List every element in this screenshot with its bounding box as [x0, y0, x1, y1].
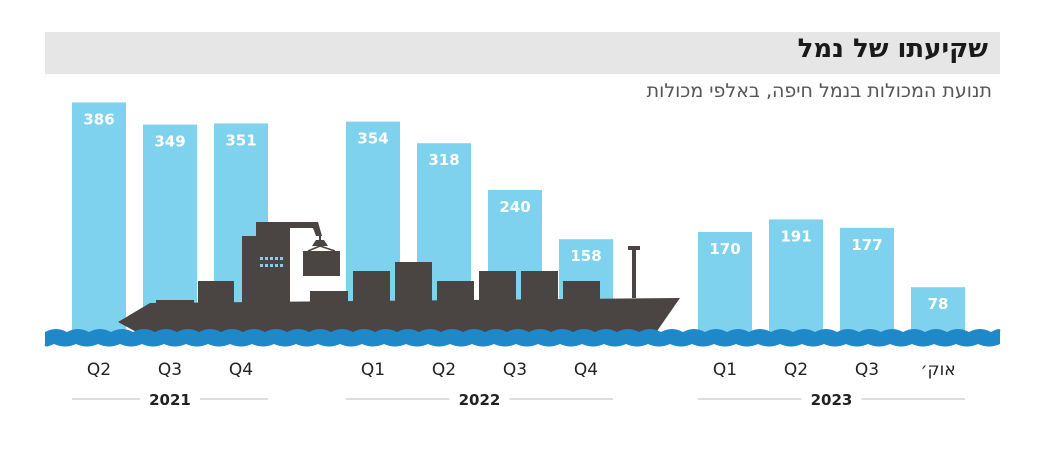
year-label-bg	[801, 390, 862, 408]
ship-illustration	[118, 222, 680, 334]
bar-value-label: 318	[428, 151, 459, 169]
wave-band	[44, 329, 1001, 347]
container-stack	[395, 262, 432, 311]
container-stack	[479, 271, 516, 311]
chart-subtitle: תנועת המכולות בנמל חיפה, באלפי מכולות	[646, 80, 992, 102]
hanging-container	[303, 251, 340, 276]
bar-value-label: 386	[83, 110, 114, 128]
crane-hook	[312, 240, 328, 246]
chart-title: שקיעתו של נמל	[797, 34, 988, 64]
x-tick-label: אוק׳	[920, 360, 955, 380]
container-stack	[437, 281, 474, 311]
hook-cable	[319, 245, 336, 252]
title-band: שקיעתו של נמל	[45, 32, 1000, 74]
year-label: 2022	[459, 391, 501, 409]
x-tick-label: Q4	[574, 360, 598, 380]
bar-value-label: 170	[709, 240, 740, 258]
ship-mast	[632, 246, 636, 298]
bar-value-label: 351	[225, 131, 256, 149]
bar	[769, 219, 823, 338]
year-label: 2023	[811, 391, 853, 409]
year-label: 2021	[149, 391, 191, 409]
bar-value-label: 158	[570, 247, 601, 265]
year-label-bg	[449, 390, 510, 408]
container-stack	[521, 271, 558, 311]
container-stack	[198, 281, 234, 311]
container-stack	[563, 281, 600, 311]
bar	[698, 232, 752, 338]
bar-value-label: 78	[928, 295, 949, 313]
bar	[840, 227, 894, 338]
year-label-bg	[140, 390, 200, 408]
bar-value-label: 191	[780, 227, 811, 245]
ship-mast-top	[628, 246, 640, 250]
container-stack	[310, 291, 348, 311]
x-tick-label: Q3	[158, 360, 182, 380]
bar-value-label: 354	[357, 130, 388, 148]
x-tick-label: Q1	[361, 360, 385, 380]
bar-value-label: 349	[154, 133, 185, 151]
hook-cable	[307, 245, 321, 252]
x-tick-label: Q2	[87, 360, 111, 380]
crane-boom	[262, 222, 322, 236]
ship-bridge	[242, 236, 290, 311]
x-tick-label: Q2	[784, 360, 808, 380]
x-tick-label: Q1	[713, 360, 737, 380]
x-tick-label: Q4	[229, 360, 253, 380]
water-waves	[44, 329, 1001, 347]
container-stack	[156, 300, 194, 310]
x-tick-label: Q3	[503, 360, 527, 380]
labels-layer: Q2 Q3 Q4 2021 Q1 Q2 Q3 Q4 2022 Q1 Q2 Q3 אוק׳ 2023	[72, 360, 965, 409]
bar	[72, 102, 126, 339]
x-tick-label: Q3	[855, 360, 879, 380]
bar-value-label: 177	[851, 236, 882, 254]
x-tick-label: Q2	[432, 360, 456, 380]
bar-value-label: 240	[499, 198, 530, 216]
container-stack	[353, 271, 390, 311]
